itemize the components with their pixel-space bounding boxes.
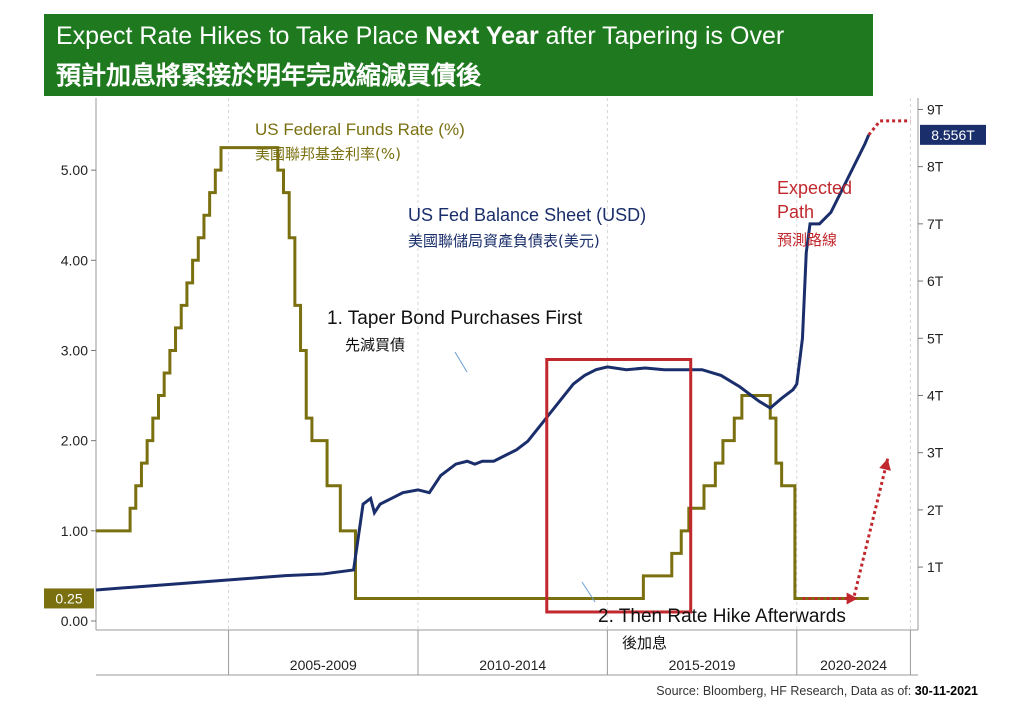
balance-sheet-line: [95, 134, 871, 592]
right-tick-label: 6T: [927, 273, 944, 289]
title-banner: Expect Rate Hikes to Take Place Next Yea…: [44, 14, 873, 96]
expected-rate-arrowhead-up: [879, 458, 891, 471]
balance-sheet-value-tag-label: 8.556T: [931, 127, 975, 143]
expected-rate-path: [802, 458, 890, 600]
x-tick-label: 2015-2019: [669, 657, 736, 673]
balance-sheet-series: [95, 134, 871, 592]
step2-annotation: 2. Then Rate Hike Afterwards: [598, 606, 846, 627]
balance-sheet-label-zh: 美國聯儲局資產負債表(美元): [408, 232, 600, 250]
expected-rate-arrowhead-flat: [846, 592, 858, 605]
expected-path-label-zh: 預測路線: [777, 231, 838, 249]
step1-annotation-zh: 先減買債: [345, 336, 406, 354]
expected-balance-sheet-path: [867, 119, 911, 136]
fed-funds-rate-series: [96, 146, 869, 600]
right-tick-label: 1T: [927, 559, 944, 575]
chart-title-zh: 預計加息將緊接於明年完成縮減買債後: [56, 61, 482, 90]
ffr-label-zh: 美國聯邦基金利率(%): [255, 145, 401, 163]
ffr-value-tag-label: 0.25: [55, 590, 82, 606]
x-tick-label: 2010-2014: [479, 657, 546, 673]
step1-pointer: [454, 351, 468, 373]
left-tick-label: 1.00: [61, 523, 88, 539]
step2-annotation-zh: 後加息: [622, 634, 668, 652]
left-tick-label: 0.00: [61, 613, 88, 629]
grid-lines: [228, 98, 911, 630]
right-tick-label: 9T: [927, 101, 944, 117]
fed-funds-rate-line: [96, 146, 869, 600]
ffr-value-tag: [44, 588, 94, 609]
step2-pointer: [581, 581, 596, 603]
right-tick-label: 3T: [927, 445, 944, 461]
balance-sheet-value-tag: [920, 124, 986, 145]
right-tick-label: 5T: [927, 330, 944, 346]
axes: 0.00 1.00 2.00 3.00 4.00 5.00 1T 2T 3T 4T 5T 6T 7T 8T…: [61, 98, 944, 676]
balance-sheet-label-en: US Fed Balance Sheet (USD): [408, 205, 647, 225]
chart-title-en: Expect Rate Hikes to Take Place Next Yea…: [56, 22, 785, 50]
right-tick-label: 8T: [927, 159, 944, 175]
overlay-marks: 0.25 8.556T: [44, 119, 986, 614]
left-tick-label: 5.00: [61, 162, 88, 178]
right-tick-label: 7T: [927, 216, 944, 232]
taper-highlight-box: [545, 357, 693, 614]
right-tick-label: 4T: [927, 387, 944, 403]
expected-path-label: Expected Path: [777, 178, 853, 222]
ffr-label-en: US Federal Funds Rate (%): [255, 120, 465, 139]
source-note: Source: Bloomberg, HF Research, Data as …: [656, 684, 978, 698]
x-tick-label: 2020-2024: [820, 657, 887, 673]
left-tick-label: 3.00: [61, 342, 88, 358]
step1-annotation: 1. Taper Bond Purchases First: [327, 308, 583, 329]
left-tick-label: 2.00: [61, 433, 88, 449]
right-tick-label: 2T: [927, 502, 944, 518]
x-tick-label: 2005-2009: [290, 657, 357, 673]
left-tick-label: 4.00: [61, 252, 88, 268]
